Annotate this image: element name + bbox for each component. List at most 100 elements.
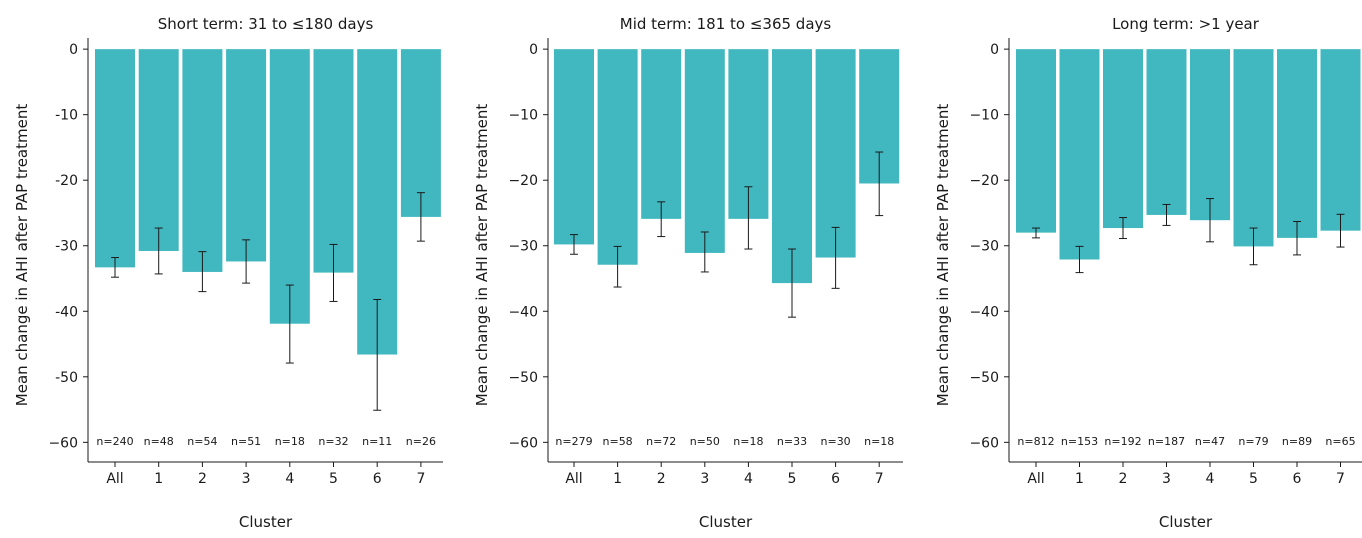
y-tick-label: −40 [508, 304, 538, 320]
x-tick-label: 1 [1075, 471, 1084, 487]
x-tick-label: All [565, 471, 582, 487]
y-tick-label: 0 [69, 42, 78, 58]
n-label: n=18 [864, 435, 894, 448]
n-label: n=26 [406, 435, 436, 448]
x-tick-label: 6 [373, 471, 382, 487]
bar [772, 49, 812, 284]
bar [182, 49, 223, 272]
chart-title: Short term: 31 to ≤180 days [158, 15, 374, 33]
bar [269, 49, 310, 324]
n-label: n=58 [603, 435, 633, 448]
n-label: n=72 [646, 435, 676, 448]
y-tick-label: -10 [55, 108, 78, 124]
bar [313, 49, 354, 273]
x-tick-label: 5 [329, 471, 338, 487]
x-tick-label: All [106, 471, 123, 487]
x-tick-label: 6 [1293, 471, 1302, 487]
x-tick-label: 2 [657, 471, 666, 487]
x-tick-label: 5 [1249, 471, 1258, 487]
x-tick-label: 4 [1206, 471, 1215, 487]
y-tick-label: −10 [969, 108, 999, 124]
x-tick-label: 3 [242, 471, 251, 487]
n-label: n=79 [1238, 435, 1268, 448]
bar [1277, 49, 1317, 238]
y-tick-label: -20 [55, 173, 78, 189]
y-tick-label: −60 [508, 435, 538, 451]
bar [138, 49, 179, 251]
n-label: n=47 [1195, 435, 1225, 448]
y-tick-label: −20 [969, 173, 999, 189]
x-tick-label: 3 [700, 471, 709, 487]
x-tick-label: 7 [1336, 471, 1345, 487]
bar [1190, 49, 1230, 221]
bar [1059, 49, 1100, 260]
y-tick-label: -50 [55, 370, 78, 386]
chart-title: Mid term: 181 to ≤365 days [620, 15, 832, 33]
y-tick-label: −10 [508, 108, 538, 124]
bar [1233, 49, 1274, 247]
bar [1016, 49, 1056, 233]
y-tick-label: −50 [969, 370, 999, 386]
x-tick-label: 5 [788, 471, 797, 487]
n-label: n=240 [96, 435, 133, 448]
n-label: n=54 [187, 435, 217, 448]
y-tick-label: −50 [508, 370, 538, 386]
bar [1103, 49, 1143, 229]
y-axis-label: Mean change in AHI after PAP treatment [473, 104, 491, 407]
bar [1146, 49, 1187, 215]
x-tick-label: All [1027, 471, 1044, 487]
n-label: n=153 [1061, 435, 1098, 448]
x-tick-label: 2 [198, 471, 207, 487]
n-label: n=51 [231, 435, 261, 448]
bar [95, 49, 135, 268]
chart-title: Long term: >1 year [1112, 15, 1260, 33]
n-label: n=33 [777, 435, 807, 448]
x-axis-label: Cluster [239, 513, 293, 531]
n-label: n=812 [1017, 435, 1054, 448]
n-label: n=18 [275, 435, 305, 448]
n-label: n=50 [690, 435, 720, 448]
x-tick-label: 4 [744, 471, 753, 487]
x-tick-label: 6 [831, 471, 840, 487]
x-axis-label: Cluster [699, 513, 753, 531]
x-tick-label: 2 [1119, 471, 1128, 487]
chart-panel-2: Mid term: 181 to ≤365 days n=279 All n=58 1 n… [473, 15, 903, 531]
n-label: n=48 [144, 435, 174, 448]
x-tick-label: 4 [285, 471, 294, 487]
n-label: n=11 [362, 435, 392, 448]
y-tick-label: -40 [55, 304, 78, 320]
x-tick-label: 1 [154, 471, 163, 487]
y-tick-label: −30 [508, 239, 538, 255]
bar [554, 49, 594, 245]
n-label: n=18 [733, 435, 763, 448]
bar [400, 49, 441, 217]
n-label: n=192 [1104, 435, 1141, 448]
bar [1320, 49, 1361, 231]
n-label: n=279 [555, 435, 592, 448]
y-tick-label: -30 [55, 239, 78, 255]
y-axis-label: Mean change in AHI after PAP treatment [13, 104, 31, 407]
n-label: n=32 [318, 435, 348, 448]
y-tick-label: 0 [990, 42, 999, 58]
bar [641, 49, 682, 219]
bar [684, 49, 725, 253]
bar [597, 49, 638, 265]
x-axis-label: Cluster [1159, 513, 1213, 531]
n-label: n=30 [821, 435, 851, 448]
y-tick-label: −40 [969, 304, 999, 320]
y-tick-label: −60 [48, 435, 78, 451]
x-tick-label: 7 [416, 471, 425, 487]
bar [815, 49, 856, 258]
y-tick-label: 0 [529, 42, 538, 58]
x-tick-label: 3 [1162, 471, 1171, 487]
bar [226, 49, 267, 262]
y-tick-label: −20 [508, 173, 538, 189]
chart-panel-3: Long term: >1 year n=812 All n=153 1 n=192 2 n=… [934, 15, 1362, 531]
y-tick-label: −60 [969, 435, 999, 451]
chart-panel-1: Short term: 31 to ≤180 days n=240 All n=48 1… [13, 15, 443, 531]
n-label: n=65 [1325, 435, 1355, 448]
x-tick-label: 7 [875, 471, 884, 487]
n-label: n=187 [1148, 435, 1185, 448]
